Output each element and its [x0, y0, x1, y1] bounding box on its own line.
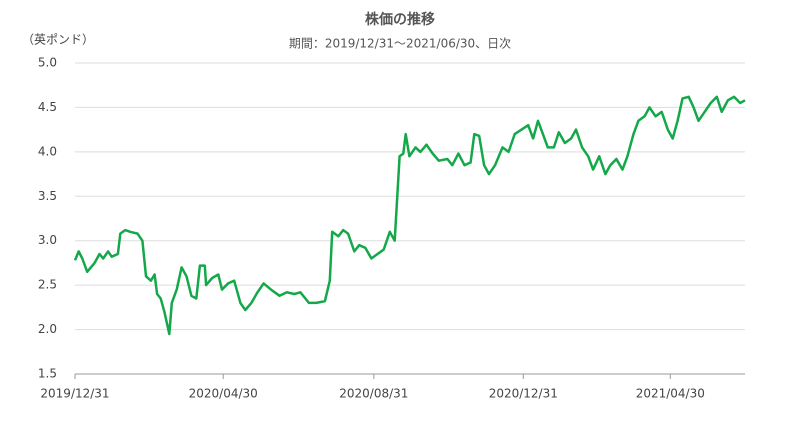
- chart-subtitle: 期間：2019/12/31～2021/06/30、日次: [289, 37, 511, 51]
- x-tick-label: 2021/04/30: [636, 387, 705, 401]
- x-tick-label: 2020/04/30: [189, 387, 258, 401]
- x-tick-label: 2020/12/31: [489, 387, 558, 401]
- y-tick-label: 4.5: [38, 100, 57, 114]
- y-tick-label: 3.5: [38, 189, 57, 203]
- x-tick-label: 2019/12/31: [40, 387, 109, 401]
- y-axis-label: （英ポンド）: [22, 33, 94, 47]
- y-tick-label: 3.0: [38, 233, 57, 247]
- y-tick-label: 1.5: [38, 367, 57, 381]
- y-tick-label: 4.0: [38, 144, 57, 158]
- price-line: [73, 95, 746, 336]
- y-tick-label: 5.0: [38, 56, 57, 70]
- y-tick-label: 2.5: [38, 278, 57, 292]
- chart-title: 株価の推移: [365, 11, 435, 28]
- y-tick-label: 2.0: [38, 322, 57, 336]
- x-tick-label: 2020/08/31: [339, 387, 408, 401]
